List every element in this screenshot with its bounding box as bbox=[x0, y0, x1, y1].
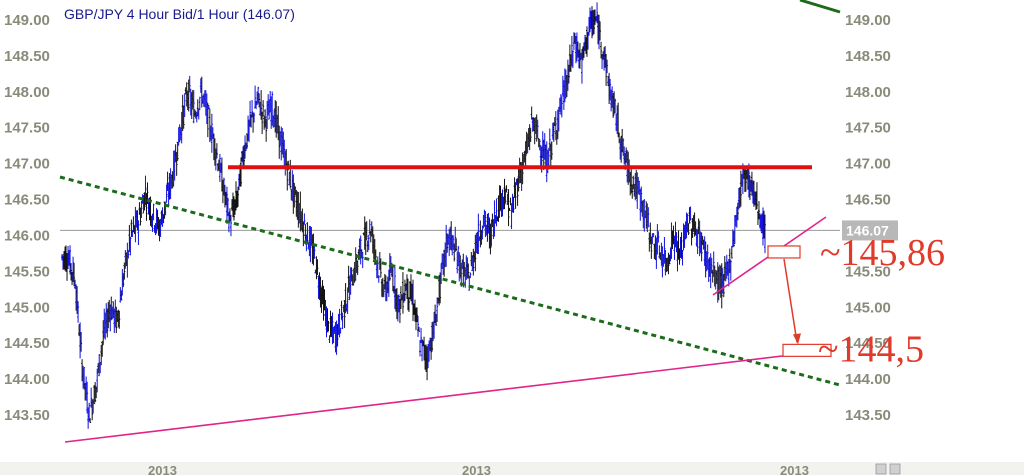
callout-text-1: ~145,86 bbox=[820, 232, 945, 274]
y-tick-label-left: 145.50 bbox=[4, 263, 50, 280]
y-tick-label-left: 144.00 bbox=[4, 371, 50, 388]
y-tick-label-right: 148.50 bbox=[845, 48, 891, 65]
y-tick-label-left: 148.00 bbox=[4, 84, 50, 101]
y-tick-label-left: 147.50 bbox=[4, 120, 50, 137]
y-tick-label-right: 147.50 bbox=[845, 120, 891, 137]
y-tick-label-left: 148.50 bbox=[4, 48, 50, 65]
y-tick-label-left: 143.50 bbox=[4, 407, 50, 424]
scroll-button-right bbox=[889, 463, 901, 475]
y-tick-label-right: 145.50 bbox=[845, 263, 891, 280]
left-price-axis: 149.00 148.50 148.00 147.50 147.00 146.50 146.… bbox=[4, 12, 50, 424]
candlestick-series bbox=[61, 2, 766, 429]
time-axis-bar bbox=[0, 462, 1024, 475]
callout-annotations: ~145,86 ~144,5 bbox=[767, 232, 945, 370]
y-tick-label-right: 144.00 bbox=[845, 371, 891, 388]
chart-title: GBP/JPY 4 Hour Bid/1 Hour (146.07) bbox=[64, 6, 295, 22]
y-tick-label-left: 149.00 bbox=[4, 12, 50, 29]
x-year-label: 2013 bbox=[148, 463, 177, 475]
scroll-button-left bbox=[875, 463, 887, 475]
y-tick-label-left: 145.00 bbox=[4, 299, 50, 316]
y-tick-label-left: 144.50 bbox=[4, 335, 50, 352]
y-tick-label-right: 145.00 bbox=[845, 299, 891, 316]
y-tick-label-right: 149.00 bbox=[845, 12, 891, 29]
y-tick-label-left: 146.50 bbox=[4, 192, 50, 209]
time-axis: 2013 2013 2013 bbox=[0, 462, 1024, 475]
target-box-2 bbox=[782, 343, 832, 357]
price-tag-text: 146.07 bbox=[846, 222, 889, 238]
y-tick-label-right: 146.50 bbox=[845, 192, 891, 209]
target-arrow-line bbox=[783, 258, 798, 343]
target-arrow-head bbox=[793, 333, 801, 345]
y-tick-label-right: 148.00 bbox=[845, 84, 891, 101]
y-tick-label-right: 143.50 bbox=[845, 407, 891, 424]
price-tag-box bbox=[842, 220, 898, 241]
current-price-tag: 146.07 bbox=[842, 220, 898, 241]
x-year-label: 2013 bbox=[780, 463, 809, 475]
green-trendline-top bbox=[799, 0, 841, 14]
y-tick-label-left: 146.00 bbox=[4, 227, 50, 244]
callout-text-2: ~144,5 bbox=[818, 328, 924, 370]
title-backdrop bbox=[56, 0, 356, 26]
x-year-label: 2013 bbox=[462, 463, 491, 475]
y-tick-label-right: 144.50 bbox=[845, 335, 891, 352]
target-box-1 bbox=[767, 245, 801, 259]
y-tick-label-left: 147.00 bbox=[4, 156, 50, 173]
pink-support-line bbox=[64, 349, 833, 443]
y-tick-label-right: 147.00 bbox=[845, 156, 891, 173]
